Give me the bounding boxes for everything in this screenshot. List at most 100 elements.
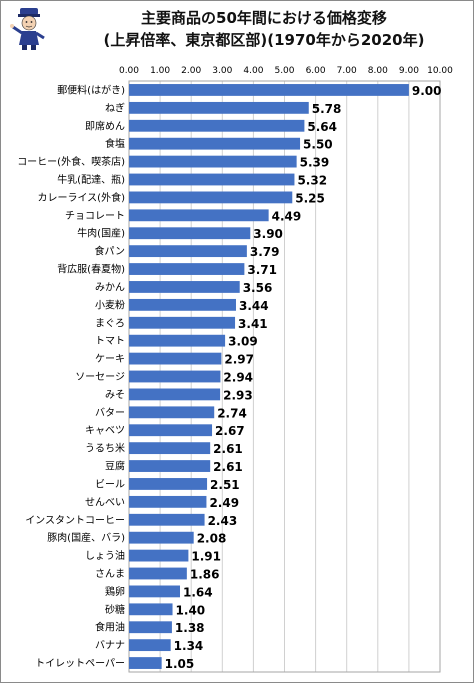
category-label: キャベツ <box>85 425 125 437</box>
value-label: 2.97 <box>224 353 254 367</box>
bar <box>129 567 187 580</box>
bar <box>129 495 207 508</box>
bar <box>129 531 194 544</box>
category-label: トイレットペーパー <box>35 658 125 670</box>
bar <box>129 406 215 419</box>
value-label: 4.49 <box>272 209 302 223</box>
value-label: 1.64 <box>183 585 213 599</box>
value-label: 2.67 <box>215 424 245 438</box>
x-tick-label: 7.00 <box>337 66 357 76</box>
value-label: 2.74 <box>217 406 247 420</box>
category-label: 砂糖 <box>105 603 125 616</box>
value-label: 5.25 <box>295 191 325 205</box>
category-label: ソーセージ <box>75 371 125 383</box>
value-label: 2.08 <box>197 532 227 546</box>
bar <box>129 549 189 562</box>
category-label: インスタントコーヒー <box>25 514 125 526</box>
x-tick-label: 4.00 <box>243 66 263 76</box>
category-label: 食用油 <box>95 621 125 634</box>
category-label: バナナ <box>95 640 125 652</box>
category-label: 牛肉(国産) <box>77 227 125 240</box>
value-label: 3.71 <box>247 263 277 277</box>
x-tick-label: 1.00 <box>150 66 170 76</box>
mascot-logo-icon <box>10 8 45 50</box>
x-tick-label: 3.00 <box>212 66 232 76</box>
category-label: まぐろ <box>95 317 125 329</box>
bar <box>129 388 221 401</box>
value-label: 2.61 <box>213 442 243 456</box>
x-tick-label: 5.00 <box>274 66 294 76</box>
x-tick-label: 9.00 <box>399 66 419 76</box>
category-label: カレーライス(外食) <box>37 191 125 204</box>
category-label: うるち米 <box>85 442 125 455</box>
category-label: 即席めん <box>85 119 125 132</box>
value-label: 5.64 <box>307 120 337 134</box>
category-label: 食塩 <box>105 137 125 150</box>
bar <box>129 334 226 347</box>
category-label: みかん <box>95 281 125 293</box>
bar <box>129 84 409 96</box>
category-label: 郵便料(はがき) <box>57 83 125 96</box>
category-label: ビール <box>95 478 125 490</box>
bar <box>129 137 301 150</box>
category-label: トマト <box>95 336 125 347</box>
bar <box>129 245 247 258</box>
bar <box>129 603 173 616</box>
value-label: 2.61 <box>213 460 243 474</box>
value-label: 3.90 <box>253 227 283 241</box>
category-label: 背広服(春夏物) <box>57 263 125 276</box>
value-label: 2.43 <box>208 514 238 528</box>
x-tick-label: 0.00 <box>119 66 139 76</box>
bar <box>129 478 208 490</box>
category-label: しょう油 <box>85 549 125 562</box>
category-label: せんべい <box>85 496 125 508</box>
bar <box>129 621 172 634</box>
bar <box>129 657 162 669</box>
category-label: 牛乳(配達、瓶) <box>57 173 125 186</box>
category-label: みそ <box>105 389 125 401</box>
category-label: コーヒー(外食、喫茶店) <box>17 155 125 168</box>
value-label: 1.86 <box>190 568 220 582</box>
value-label: 1.05 <box>165 657 195 671</box>
bar <box>129 460 211 472</box>
value-label: 2.49 <box>209 496 239 510</box>
value-label: 5.50 <box>303 138 333 152</box>
bar <box>129 513 205 526</box>
category-label: 鶏卵 <box>105 585 125 598</box>
value-label: 2.94 <box>223 371 253 385</box>
value-label: 2.93 <box>223 388 253 402</box>
value-label: 1.40 <box>176 603 206 617</box>
value-label: 3.44 <box>239 299 269 313</box>
x-tick-label: 2.00 <box>181 66 201 76</box>
category-label: ねぎ <box>105 101 125 114</box>
value-label: 1.91 <box>191 550 221 564</box>
value-label: 3.09 <box>228 335 258 349</box>
bar <box>129 191 293 204</box>
value-label: 9.00 <box>412 84 442 98</box>
x-tick-label: 6.00 <box>306 66 326 76</box>
title-line-1: 主要商品の50年間における価格変移 <box>141 9 387 27</box>
bar <box>129 298 236 311</box>
value-label: 1.38 <box>175 621 205 635</box>
bar <box>129 370 221 383</box>
value-label: 3.41 <box>238 317 268 331</box>
bar <box>129 639 171 652</box>
category-label: ケーキ <box>95 353 125 365</box>
category-label: 豚肉(国産、バラ) <box>47 531 125 544</box>
x-tick-label: 10.00 <box>427 66 453 76</box>
bar <box>129 155 297 168</box>
category-label: 小麦粉 <box>95 298 125 311</box>
value-label: 2.51 <box>210 478 240 492</box>
bar <box>129 263 245 275</box>
x-tick-label: 8.00 <box>368 66 388 76</box>
category-label: 食パン <box>95 245 126 258</box>
bar <box>129 585 181 598</box>
bar <box>129 173 295 186</box>
bar <box>129 119 305 132</box>
category-label: バター <box>95 407 125 419</box>
bar <box>129 442 211 455</box>
category-label: チョコレート <box>65 210 125 222</box>
bar <box>129 316 236 329</box>
